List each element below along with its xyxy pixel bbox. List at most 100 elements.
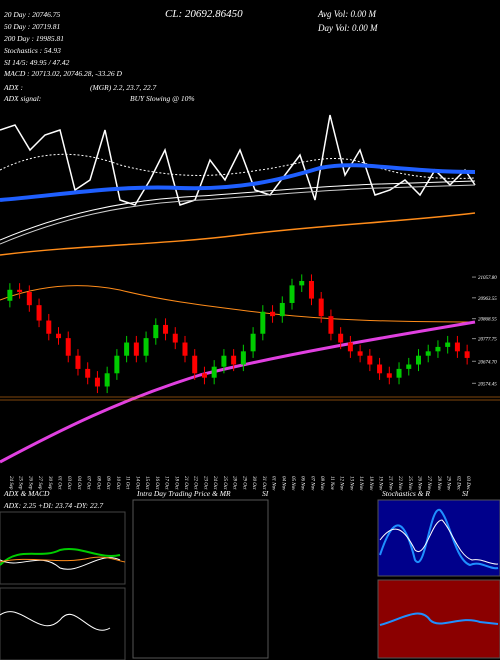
candle-body [143, 338, 149, 356]
candle-body [231, 355, 237, 365]
candle-body [182, 342, 188, 356]
candle-body [357, 351, 363, 356]
y-tick-label: 20963.55 [478, 297, 497, 302]
candle-body [415, 355, 421, 365]
x-tick-label: 24 Sep [8, 476, 13, 490]
x-tick-label: 24 Oct [212, 476, 217, 490]
candle-body [17, 289, 23, 292]
candle-body [56, 333, 62, 339]
candle-body [406, 364, 412, 369]
candle-body [133, 342, 139, 356]
candle-body [124, 342, 130, 356]
candle-body [328, 316, 334, 334]
stoch-title: Stochastics & R [382, 489, 430, 498]
x-tick-label: 28 Nov [436, 476, 441, 491]
rsi-line [379, 612, 499, 626]
candle-body [7, 289, 13, 301]
x-tick-label: 25 Sep [18, 476, 23, 490]
ma-50a [0, 180, 476, 241]
x-tick-label: 12 Nov [339, 476, 344, 491]
ma-50b [0, 184, 476, 245]
y-tick-label: 20868.55 [478, 318, 497, 323]
x-tick-label: 01 Oct [57, 476, 62, 490]
di-line [0, 557, 121, 570]
stoch-si: SI [462, 489, 469, 498]
header: 20 Day : 20746.75 50 Day : 20719.81 200 … [3, 8, 378, 103]
candle-body [201, 373, 207, 378]
x-tick-label: 03 Oct [66, 476, 71, 490]
candle-body [377, 364, 383, 374]
ma20: 20 Day : 20746.75 [4, 10, 60, 19]
macd-line [0, 611, 111, 631]
candle-body [367, 355, 373, 365]
x-tick-label: 23 Oct [202, 476, 207, 490]
candle-body [260, 311, 266, 334]
x-tick-label: 07 Oct [86, 476, 91, 490]
candle-body [221, 355, 227, 367]
adx-values: ADX: 2.25 +DI: 23.74 -DY: 22.7 [3, 501, 103, 510]
macd: MACD : 20713.02, 20746.28, -33.26 D [3, 69, 122, 78]
x-tick-label: 27 Sep [37, 476, 42, 490]
candle-body [279, 302, 285, 317]
x-tick-label: 11 Nov [329, 476, 334, 491]
x-tick-label: 04 Nov [280, 476, 285, 491]
candle-body [454, 342, 460, 352]
candle-body [347, 342, 353, 352]
x-tick-label: 14 Nov [358, 476, 363, 491]
x-tick-label: 07 Nov [309, 476, 314, 491]
intraday-panel [132, 499, 269, 659]
x-tick-label: 27 Nov [426, 476, 431, 491]
ma200: 200 Day : 19985.81 [4, 34, 64, 43]
candle-body [386, 373, 392, 378]
y-tick-label: 21057.80 [478, 276, 497, 281]
intraday-title: Intra Day Trading Price & MR [136, 489, 231, 498]
price-ma-long [0, 320, 476, 464]
x-tick-label: 17 Oct [164, 476, 169, 490]
x-tick-label: 08 Oct [95, 476, 100, 490]
rsi: SI 14/5: 49.95 / 47.42 [4, 58, 70, 67]
adx-line [0, 548, 121, 566]
x-tick-label: 03 Dec [465, 476, 470, 491]
macd-panel [0, 587, 126, 660]
candle-body [163, 324, 169, 334]
candle-body [338, 333, 344, 343]
x-tick-label: 16 Oct [154, 476, 159, 490]
candle-body [250, 333, 256, 352]
adx: ADX : [3, 83, 23, 92]
x-tick-label: 25 Nov [407, 476, 412, 491]
panels: ADX & MACD ADX: 2.25 +DI: 23.74 -DY: 22.… [0, 489, 500, 660]
close: CL: 20692.86450 [165, 8, 243, 20]
candle-body [289, 285, 295, 303]
adx-title: ADX & MACD [3, 489, 50, 498]
x-tick-label: 08 Nov [319, 476, 324, 491]
ma-short [0, 153, 476, 179]
candle-body [26, 291, 32, 306]
ma-20 [0, 163, 476, 202]
x-tick-label: 30 Oct [251, 476, 256, 490]
adx-signal-line [0, 556, 126, 563]
candle-body [172, 333, 178, 343]
candle-body [396, 368, 402, 378]
x-tick-label: 04 Oct [76, 476, 81, 490]
candle-body [211, 366, 217, 378]
candle-body [308, 280, 314, 299]
x-tick-label: 18 Oct [173, 476, 178, 490]
x-tick-label: 05 Nov [290, 476, 295, 491]
x-tick-label: 11 Oct [125, 476, 130, 490]
y-tick-label: 20777.75 [478, 338, 497, 343]
candle-body [85, 368, 91, 378]
candle-body [114, 355, 120, 374]
y-tick-label: 20574.45 [478, 382, 497, 387]
candle-body [46, 320, 52, 334]
stoch-k [379, 508, 499, 570]
candle-body [94, 377, 100, 387]
candle-body [425, 351, 431, 356]
x-tick-label: 28 Oct [232, 476, 237, 490]
x-tick-label: 19 Nov [378, 476, 383, 491]
x-tick-label: 13 Nov [348, 476, 353, 491]
adx-panel [0, 511, 126, 585]
x-tick-label: 26 Sep [27, 476, 32, 490]
y-tick-label: 20674.70 [478, 360, 497, 365]
candle-body [299, 280, 305, 286]
